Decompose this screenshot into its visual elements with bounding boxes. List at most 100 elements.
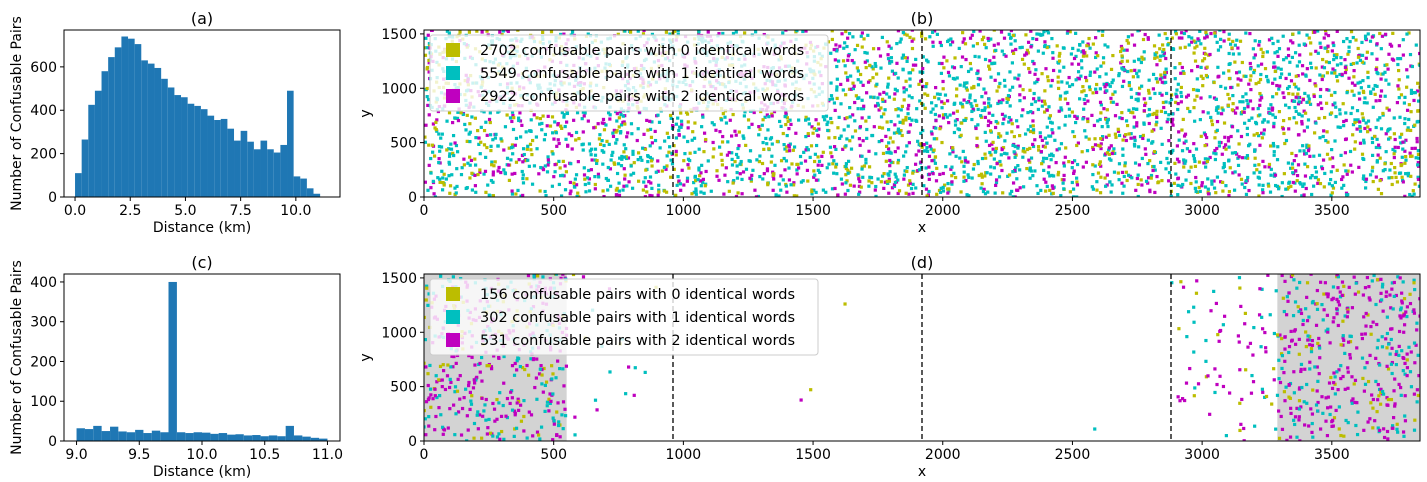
scatter-point — [864, 65, 868, 70]
scatter-point — [1129, 95, 1134, 99]
scatter-point — [1203, 133, 1208, 137]
scatter-point — [686, 139, 690, 144]
scatter-point — [425, 95, 429, 99]
scatter-point — [1333, 69, 1337, 73]
scatter-point — [976, 123, 980, 127]
scatter-point — [851, 87, 855, 91]
scatter-point — [1248, 99, 1253, 103]
scatter-point — [1305, 382, 1309, 387]
scatter-point — [850, 135, 855, 139]
scatter-point — [514, 426, 519, 430]
scatter-point — [1282, 172, 1286, 176]
scatter-point — [1124, 133, 1128, 137]
scatter-point — [1291, 314, 1296, 318]
histogram-bar — [234, 140, 241, 197]
scatter-point — [1260, 136, 1264, 140]
scatter-point — [1328, 341, 1332, 345]
scatter-point — [1282, 309, 1286, 314]
scatter-point — [1390, 175, 1394, 180]
scatter-point — [873, 61, 877, 66]
scatter-point — [550, 364, 554, 368]
scatter-point — [1195, 279, 1199, 283]
scatter-point — [1218, 45, 1223, 49]
scatter-point — [1414, 343, 1418, 347]
scatter-point — [997, 175, 1002, 179]
scatter-point — [1291, 32, 1295, 36]
scatter-point — [860, 154, 864, 158]
scatter-point — [906, 112, 910, 116]
scatter-point — [1192, 305, 1196, 309]
scatter-point — [1182, 134, 1187, 138]
scatter-point — [1224, 184, 1228, 188]
scatter-point — [1283, 399, 1287, 403]
scatter-point — [1077, 62, 1081, 66]
scatter-point — [817, 127, 821, 131]
scatter-point — [1283, 279, 1287, 283]
scatter-point — [565, 120, 569, 124]
scatter-point — [1094, 90, 1099, 95]
scatter-point — [982, 101, 986, 105]
x-tick-label: 11.0 — [312, 447, 343, 463]
scatter-point — [1345, 306, 1349, 311]
scatter-point — [1079, 74, 1083, 78]
scatter-point — [606, 111, 611, 115]
scatter-point — [480, 436, 484, 440]
scatter-point — [1328, 157, 1332, 161]
scatter-point — [1358, 80, 1362, 84]
scatter-point — [1113, 132, 1118, 136]
scatter-point — [997, 132, 1001, 136]
histogram-bar — [260, 140, 268, 197]
scatter-point — [424, 365, 428, 369]
scatter-point — [1023, 132, 1028, 136]
scatter-point — [1330, 191, 1334, 195]
scatter-point — [483, 169, 488, 173]
scatter-point — [893, 150, 897, 154]
scatter-point — [501, 30, 505, 33]
scatter-point — [1117, 72, 1121, 76]
scatter-point — [1294, 154, 1298, 158]
y-tick-label: 200 — [30, 147, 57, 163]
scatter-point — [892, 97, 896, 101]
scatter-point — [587, 177, 592, 181]
scatter-point — [453, 186, 457, 190]
scatter-point — [799, 398, 803, 402]
scatter-point — [1152, 128, 1156, 132]
scatter-point — [894, 175, 898, 179]
scatter-point — [667, 135, 671, 140]
scatter-point — [984, 46, 988, 50]
scatter-point — [1276, 66, 1280, 70]
scatter-point — [1356, 410, 1360, 414]
scatter-point — [750, 122, 754, 126]
scatter-point — [678, 125, 682, 129]
scatter-point — [1331, 186, 1336, 190]
scatter-point — [1140, 55, 1144, 59]
histogram-bar — [194, 105, 201, 197]
scatter-point — [885, 179, 889, 184]
scatter-point — [1119, 49, 1123, 54]
x-tick-label: 2000 — [925, 203, 961, 219]
scatter-point — [693, 121, 697, 125]
scatter-point — [1236, 163, 1241, 167]
scatter-point — [1405, 366, 1410, 370]
scatter-point — [1076, 141, 1080, 145]
scatter-point — [1100, 137, 1104, 141]
scatter-point — [1222, 30, 1226, 34]
scatter-point — [1235, 38, 1239, 42]
scatter-point — [962, 175, 966, 179]
scatter-point — [1357, 97, 1362, 101]
scatter-point — [1008, 104, 1012, 108]
scatter-point — [1405, 85, 1409, 89]
scatter-point — [975, 144, 979, 148]
scatter-point — [1386, 403, 1390, 407]
scatter-point — [1297, 60, 1302, 64]
scatter-point — [1107, 133, 1111, 137]
scatter-point — [1294, 169, 1298, 173]
scatter-point — [653, 129, 657, 134]
scatter-point — [1399, 306, 1403, 310]
scatter-point — [1205, 159, 1210, 164]
scatter-point — [1120, 54, 1124, 58]
scatter-point — [1263, 67, 1268, 71]
scatter-point — [1222, 39, 1226, 43]
scatter-point — [660, 169, 664, 173]
scatter-point — [721, 134, 725, 139]
